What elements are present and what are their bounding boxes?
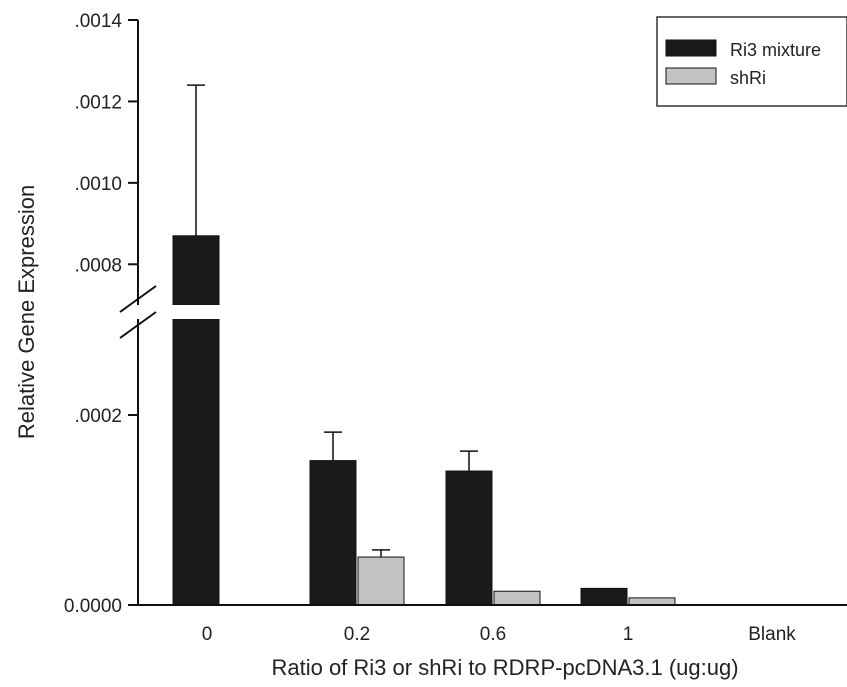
y-tick-label: .0002 (74, 406, 122, 427)
x-tick-labels-layer: 0 0.2 0.6 1 Blank (202, 624, 797, 645)
x-tick-label: 0.2 (344, 624, 370, 645)
x-tick-label: 0.6 (480, 624, 506, 645)
legend-swatch-ri3-mixture (665, 39, 717, 57)
axis-break-marker (119, 285, 230, 339)
y-ticks-layer: 0.0000 .0002 .0008 .0010 .0012 .0014 (64, 11, 138, 617)
x-axis-title: Ratio of Ri3 or shRi to RDRP-pcDNA3.1 (u… (271, 655, 738, 680)
legend-label-shri: shRi (730, 68, 766, 88)
bar-ri3-mixture-0-2 (309, 460, 357, 606)
x-tick-label: 0 (202, 624, 213, 645)
bar-shri-0-2 (357, 556, 405, 606)
bar-shri-1 (628, 597, 676, 606)
bar-ri3-mixture-0-6 (445, 470, 493, 606)
bar-ri3-mixture-0 (172, 235, 220, 606)
y-tick-label: .0010 (74, 174, 122, 195)
bar-shri-0-6 (493, 590, 541, 606)
y-tick-label: .0014 (74, 11, 122, 32)
legend: Ri3 mixture shRi (656, 16, 847, 107)
y-tick-label: 0.0000 (64, 596, 122, 617)
bar-ri3-mixture-1 (580, 587, 628, 606)
x-tick-label: Blank (748, 624, 796, 645)
x-tick-label: 1 (623, 624, 634, 645)
y-tick-label: .0008 (74, 255, 122, 276)
error-bars-layer (187, 84, 478, 558)
legend-swatch-shri (665, 67, 717, 85)
legend-box (656, 16, 847, 107)
legend-label-ri3-mixture: Ri3 mixture (730, 40, 821, 60)
y-axis-title: Relative Gene Expression (14, 185, 39, 439)
y-tick-label: .0012 (74, 92, 122, 113)
